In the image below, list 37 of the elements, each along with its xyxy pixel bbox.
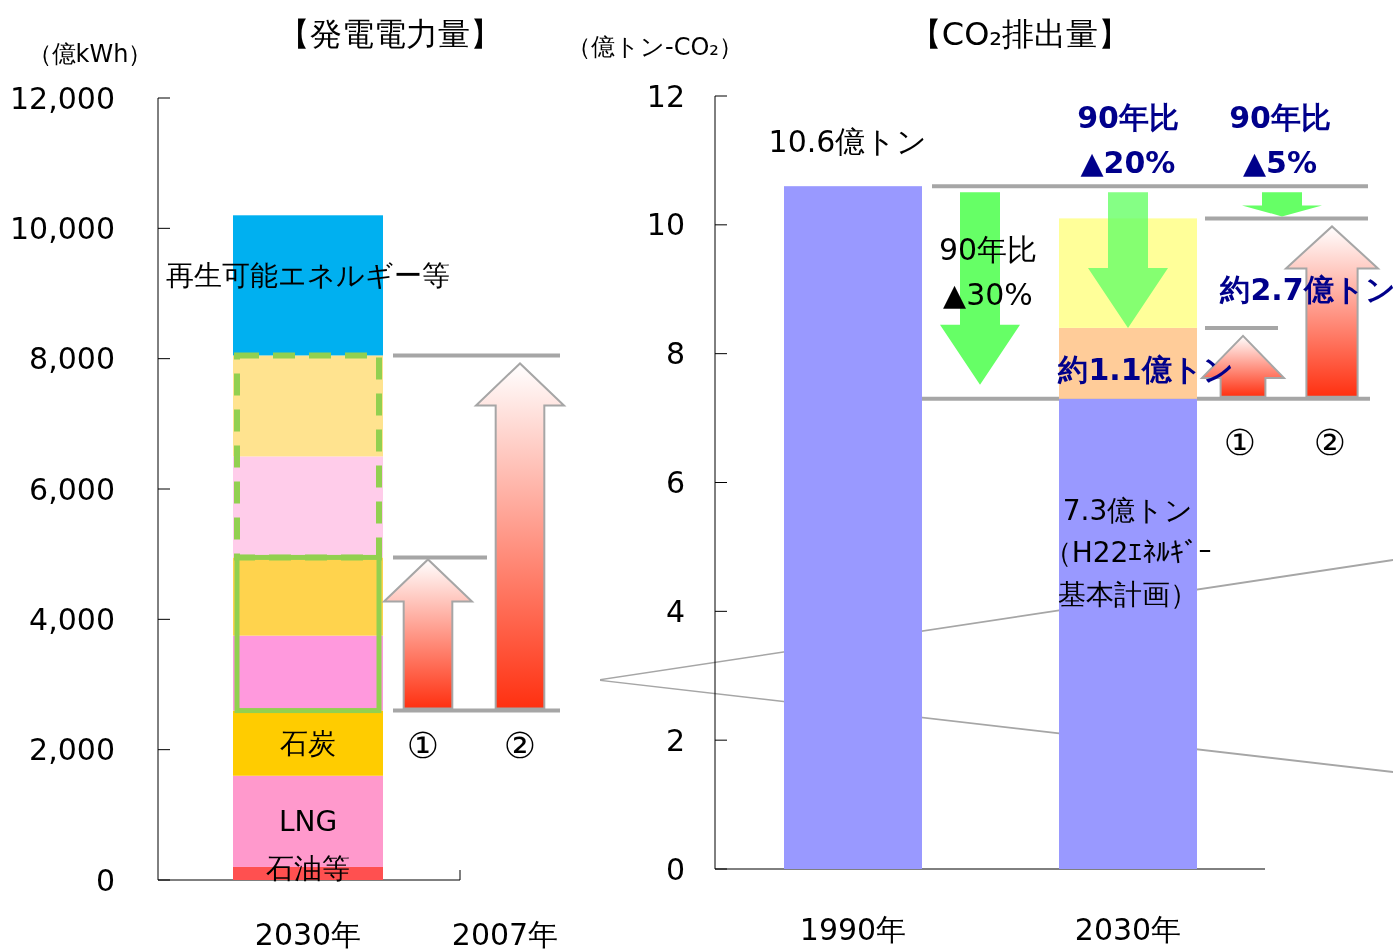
y-tick-label: 2 <box>665 722 685 758</box>
annotation: 10.6億トン <box>768 124 928 159</box>
x-tick-label: 1990年 <box>799 912 907 947</box>
y-tick-label: 6 <box>665 465 685 500</box>
y-tick-label: 0 <box>665 851 685 887</box>
series-label: 石炭 <box>280 726 336 760</box>
annotation: 約1.1億トン <box>1057 352 1234 387</box>
y-axis-title: （億kWh） <box>27 40 153 68</box>
y-tick-label: 2,000 <box>29 732 115 768</box>
annotation: ① <box>406 725 440 766</box>
annotation: 90年比▲20% <box>1077 100 1179 180</box>
annotation: ① <box>1223 422 1257 463</box>
chart-title: 【CO₂排出量】 <box>909 15 1131 53</box>
annotation: 7.3億トン（H22ｴﾈﾙｷﾞｰ基本計画） <box>1043 494 1213 611</box>
y-axis-title: （億トン-CO₂） <box>567 33 743 61</box>
y-tick-label: 12 <box>646 78 685 114</box>
y-tick-label: 6,000 <box>29 471 115 507</box>
series-label: LNG <box>278 805 338 839</box>
bar <box>784 186 922 869</box>
series-label: 石油等 <box>266 852 350 885</box>
annotation: ② <box>1313 422 1347 463</box>
y-tick-label: 0 <box>95 862 115 898</box>
annotation: 約2.7億トン <box>1219 272 1393 307</box>
y-tick-label: 8 <box>665 336 685 372</box>
y-tick-label: 10 <box>646 207 685 243</box>
bar <box>1059 398 1197 869</box>
y-tick-label: 10,000 <box>10 210 115 246</box>
y-tick-label: 4,000 <box>29 601 115 637</box>
y-tick-label: 4 <box>665 593 685 629</box>
annotation: 90年比▲5% <box>1229 100 1331 180</box>
y-tick-label: 8,000 <box>29 341 115 377</box>
x-tick-label: 2007年 <box>451 917 559 952</box>
x-tick-label: 2030年 <box>254 917 362 952</box>
y-tick-label: 12,000 <box>10 80 115 116</box>
chart-title: 【発電電力量】 <box>278 15 502 53</box>
text: ② <box>503 725 537 766</box>
x-tick-label: 2030年 <box>1074 912 1182 947</box>
